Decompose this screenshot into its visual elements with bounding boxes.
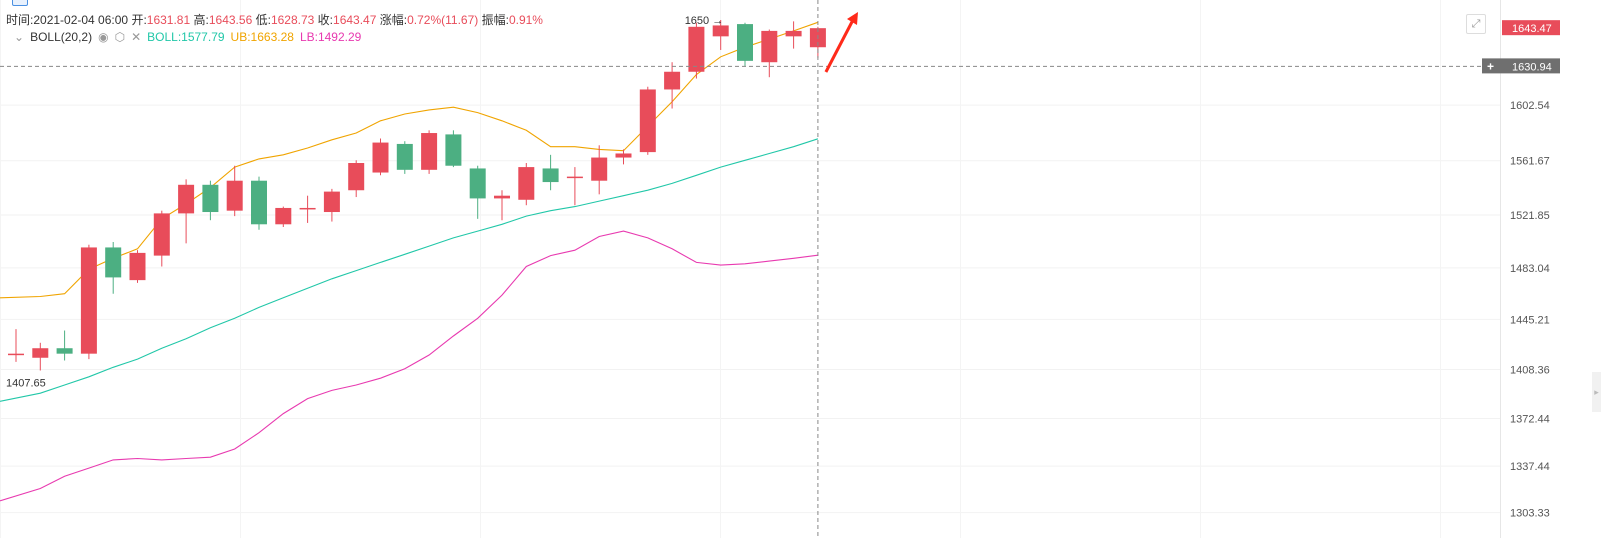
last-price-tag (1502, 20, 1560, 36)
boll-ub-line (0, 21, 819, 299)
crosshair-price-tag (1482, 58, 1560, 74)
min-price-annotation: 1407.65 (6, 377, 46, 389)
boll-lb-value: LB:1492.29 (299, 30, 362, 44)
candle-body (202, 184, 219, 213)
candle-body (469, 168, 486, 199)
change-label: 涨幅: (379, 13, 408, 27)
eye-icon[interactable]: ◉ (98, 30, 109, 44)
y-tick-label: 1521.85 (1510, 210, 1550, 222)
candle-body (372, 142, 389, 173)
settings-icon[interactable]: ⬡ (114, 30, 126, 44)
close-value: 1643.47 (333, 13, 377, 27)
candle-body (178, 184, 195, 214)
candle-body (323, 191, 340, 213)
candle-body (105, 247, 122, 278)
open-value: 1631.81 (146, 13, 191, 27)
amplitude-label: 振幅: (481, 13, 509, 27)
price-axis: 1602.54 1561.67 1521.85 1483.04 1445.21 1408.… (1510, 100, 1550, 520)
crosshair-price-label: 1630.94 (1512, 61, 1552, 73)
time-label: 时间: (6, 13, 34, 27)
candle-body (421, 133, 438, 170)
candle-body (785, 30, 802, 37)
candle-body (80, 247, 97, 354)
trend-arrow-line (824, 17, 856, 73)
collapse-toggle-icon[interactable] (12, 0, 28, 6)
grid-lines (0, 0, 1501, 538)
candle-body (591, 157, 608, 181)
boll-ub-value: UB:1663.28 (230, 30, 294, 44)
time-value: 2021-02-04 06:00 (33, 13, 129, 27)
candle-body (494, 195, 510, 199)
boll-lines (0, 21, 819, 502)
candle-body (542, 168, 559, 183)
fullscreen-icon[interactable]: ⤢ (1466, 14, 1486, 34)
candle-body (396, 143, 413, 170)
candle-body (299, 207, 316, 210)
candle-body (226, 180, 243, 211)
y-tick-label: 1408.36 (1510, 365, 1550, 377)
y-tick-label: 1483.04 (1510, 263, 1550, 275)
candle-body (737, 24, 753, 61)
candle-body (712, 25, 729, 37)
trend-arrow-head (847, 12, 858, 25)
candle-body (761, 30, 778, 63)
indicator-name: BOLL(20,2) (30, 30, 93, 44)
candle-body (153, 213, 170, 256)
candle-body (275, 207, 292, 225)
amplitude-value: 0.91% (508, 13, 543, 27)
low-label: 低: (255, 13, 271, 27)
high-label: 高: (193, 13, 209, 27)
candle-body (129, 252, 146, 281)
close-icon[interactable]: ✕ (131, 30, 142, 44)
close-label: 收: (317, 13, 334, 27)
boll-lb-line (0, 230, 818, 502)
max-price-annotation: 1650 → (685, 15, 724, 27)
candles (8, 20, 826, 371)
candle-body (615, 153, 632, 158)
last-price-label: 1643.47 (1512, 23, 1552, 35)
plus-icon: + (1487, 59, 1494, 73)
boll-mid-line (0, 138, 819, 402)
candle-body (445, 134, 462, 166)
candle-body (518, 167, 535, 200)
drag-handle-icon[interactable]: ▸ (1592, 372, 1601, 412)
candle-body (251, 180, 267, 225)
y-tick-label: 1372.44 (1510, 413, 1550, 425)
candle-body (639, 89, 656, 153)
open-label: 开: (131, 13, 147, 27)
candle-body (688, 26, 705, 72)
candle-body (348, 163, 365, 191)
high-value: 1643.56 (208, 13, 253, 27)
y-tick-label: 1303.33 (1510, 508, 1550, 520)
y-tick-label: 1445.21 (1510, 314, 1550, 326)
boll-indicator-bar: ⌄ BOLL(20,2) ◉ ⬡ ✕ BOLL:1577.79 UB:1663.… (14, 30, 361, 44)
change-value: 0.72%(11.67) (407, 13, 479, 27)
overlays: 1643.47 + 1630.94 1650 → 1407.65 (0, 0, 1560, 538)
candle-body (664, 71, 681, 90)
candle-body (32, 348, 49, 358)
y-tick-label: 1337.44 (1510, 461, 1550, 473)
low-value: 1628.73 (270, 13, 315, 27)
candle-body (8, 353, 24, 356)
ohlc-info-bar: 时间:2021-02-04 06:00 开:1631.81 高:1643.56 … (6, 11, 543, 28)
candle-body (56, 348, 73, 354)
candle-body (566, 176, 583, 179)
boll-mid-value: BOLL:1577.79 (147, 30, 225, 44)
chevron-down-icon[interactable]: ⌄ (14, 30, 25, 44)
y-tick-label: 1561.67 (1510, 156, 1550, 168)
y-tick-label: 1602.54 (1510, 100, 1550, 112)
